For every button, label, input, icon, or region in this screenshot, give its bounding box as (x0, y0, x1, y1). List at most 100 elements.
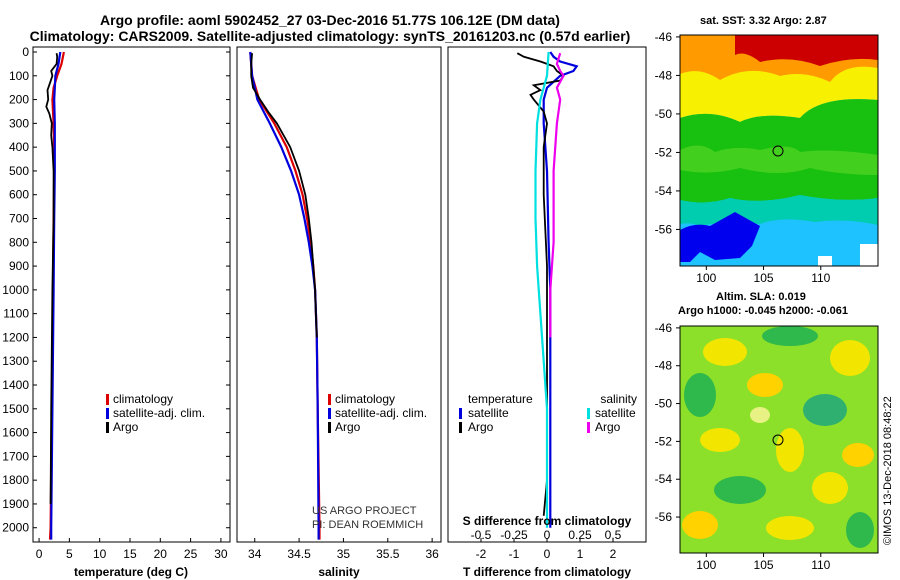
sst-field (680, 35, 878, 266)
x-tick-label: 5 (66, 547, 73, 561)
legend-label-argo: Argo (113, 420, 139, 434)
depth-tick-label: 300 (9, 116, 29, 130)
sla-label: Altim. SLA: 0.019 (716, 291, 806, 303)
legend-label-argo: Argo (335, 420, 361, 434)
x-tick-label: 36 (425, 547, 439, 561)
top-tick-label: 0.5 (605, 528, 622, 542)
lat-tick-label: -54 (655, 184, 673, 198)
float-location-marker (772, 434, 784, 446)
x-tick-label: 0 (544, 547, 551, 561)
series-line-salinity-satellite (534, 51, 550, 528)
sla-map-axes: -46 -48 -50 -52 -54 -56 100 105 110 (655, 321, 831, 572)
temperature-plot-area (32, 46, 231, 543)
lon-tick-label: 110 (811, 558, 830, 572)
legend-label-climatology: climatology (113, 392, 173, 406)
depth-tick-label: 1000 (2, 283, 29, 297)
lat-tick-label: -46 (655, 321, 673, 335)
top-tick-label: -0.5 (471, 528, 492, 542)
x-tick-label: 30 (214, 547, 228, 561)
depth-tick-label: 1500 (2, 402, 29, 416)
legend-swatch-climatology (106, 394, 109, 405)
lat-tick-label: -48 (655, 68, 673, 82)
legend-swatch-argo (106, 422, 109, 433)
depth-tick-label: 1200 (2, 330, 29, 344)
salinity-difference-axis: -0.5 -0.25 0 0.25 0.5 (471, 528, 622, 542)
depth-tick-label: 1700 (2, 449, 29, 463)
depth-tick-label: 1900 (2, 497, 29, 511)
sst-map: -46 -48 -50 -52 -54 -56 100 105 110 (655, 30, 879, 285)
series-line-argo (45, 53, 59, 504)
chart-title-line1: Argo profile: aoml 5902452_27 03-Dec-201… (100, 12, 560, 28)
lat-tick-label: -56 (655, 510, 673, 524)
legend-label-sal-satellite: satellite (595, 406, 636, 420)
chart-title-line2: Climatology: CARS2009. Satellite-adjuste… (29, 28, 631, 44)
depth-tick-label: 500 (9, 164, 29, 178)
depth-tick-label: 700 (9, 212, 29, 226)
project-credit-line2: PI: DEAN ROEMMICH (312, 519, 423, 531)
difference-x-axis: -2 -1 0 1 2 (476, 538, 617, 561)
legend-title-temperature: temperature (468, 392, 533, 406)
top-tick-label: 0 (544, 528, 551, 542)
difference-xlabel: T difference from climatology (463, 565, 631, 579)
series-line-satellite-adj-clim- (249, 51, 320, 540)
x-tick-label: 35.5 (376, 547, 400, 561)
depth-tick-label: 100 (9, 69, 29, 83)
legend-swatch-satellite (106, 408, 109, 419)
legend-label-temp-satellite: satellite (468, 406, 509, 420)
depth-tick-label: 1600 (2, 426, 29, 440)
lat-tick-label: -50 (655, 107, 673, 121)
lon-tick-label: 100 (696, 271, 716, 285)
x-tick-label: 20 (154, 547, 168, 561)
x-tick-label: 0 (36, 547, 43, 561)
depth-tick-label: 200 (9, 93, 29, 107)
salinity-difference-label: S difference from climatology (463, 514, 632, 528)
legend-swatch-sal-satellite (587, 408, 590, 419)
x-tick-label: 10 (93, 547, 107, 561)
depth-tick-label: 1400 (2, 378, 29, 392)
salinity-plot-area (236, 46, 442, 543)
legend-title-salinity: salinity (600, 392, 637, 406)
x-tick-label: -1 (509, 547, 520, 561)
depth-tick-label: 1800 (2, 473, 29, 487)
depth-tick-label: 0 (22, 45, 29, 59)
legend-swatch-sal-argo (587, 422, 590, 433)
legend-swatch-argo (328, 422, 331, 433)
legend-label-climatology: climatology (335, 392, 395, 406)
salinity-panel: 34 34.5 35 35.5 36 climatology satellite-adj… (236, 46, 442, 579)
lon-tick-label: 105 (754, 558, 774, 572)
lat-tick-label: -50 (655, 397, 673, 411)
top-tick-label: 0.25 (568, 528, 592, 542)
salinity-xlabel: salinity (318, 565, 360, 579)
depth-tick-label: 400 (9, 140, 29, 154)
temperature-legend: climatology satellite-adj. clim. Argo (106, 392, 205, 434)
lon-tick-label: 100 (696, 558, 716, 572)
lat-tick-label: -56 (655, 222, 673, 236)
project-credit-line1: US ARGO PROJECT (312, 505, 417, 517)
legend-swatch-temp-satellite (459, 408, 462, 419)
x-tick-label: -2 (476, 547, 487, 561)
x-tick-label: 1 (577, 547, 584, 561)
argo-height-label: Argo h1000: -0.045 h2000: -0.061 (678, 305, 848, 317)
temperature-panel: 0100200300400500600700800900100011001200… (2, 45, 646, 579)
top-tick-label: -0.25 (500, 528, 528, 542)
lat-tick-label: -54 (655, 472, 673, 486)
temperature-x-axis: 0 5 10 15 20 25 30 (36, 538, 228, 561)
depth-tick-label: 2000 (2, 521, 29, 535)
lon-tick-label: 105 (754, 271, 774, 285)
depth-tick-label: 600 (9, 188, 29, 202)
salinity-x-axis: 34 34.5 35 35.5 36 (248, 538, 439, 561)
x-tick-label: 34.5 (287, 547, 311, 561)
legend-swatch-temp-argo (459, 422, 462, 433)
difference-panel: -2 -1 0 1 2 -0.5 -0.25 0 0.25 0.5 temperature sa… (447, 46, 647, 579)
lat-tick-label: -48 (655, 359, 673, 373)
temperature-xlabel: temperature (deg C) (74, 565, 188, 579)
legend-label-satellite: satellite-adj. clim. (335, 406, 427, 420)
sla-map: -46 -48 -50 -52 -54 -56 100 105 110 (655, 321, 879, 572)
float-location-marker (772, 145, 784, 157)
legend-swatch-satellite (328, 408, 331, 419)
series-line-argo (250, 53, 318, 338)
salinity-legend: climatology satellite-adj. clim. Argo (328, 392, 427, 434)
lat-tick-label: -46 (655, 30, 673, 44)
x-tick-label: 35 (337, 547, 351, 561)
